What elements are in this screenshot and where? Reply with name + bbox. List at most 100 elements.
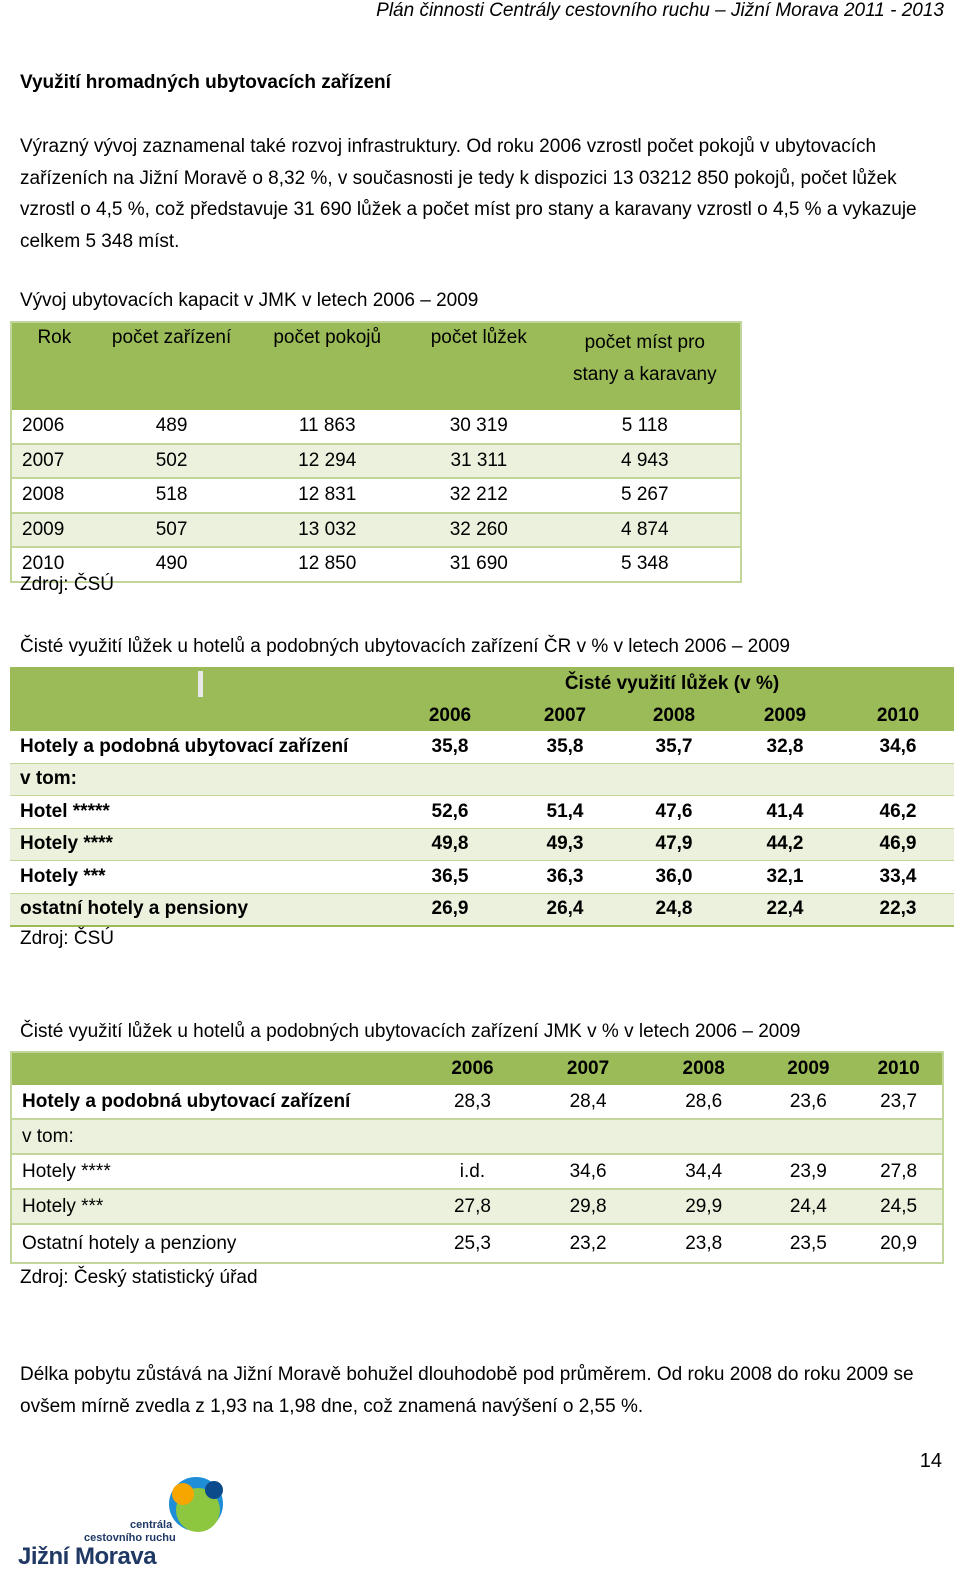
jmk-occupancy-table: 2006 2007 2008 2009 2010 Hotely a podobn…	[10, 1051, 944, 1264]
table-cell: 32 212	[407, 478, 550, 514]
table-cell: 46,2	[842, 795, 954, 829]
table-cell: 32,8	[728, 731, 842, 764]
table-cell	[855, 1119, 943, 1155]
table-cell: 11 863	[246, 410, 408, 445]
table-cell: 49,3	[510, 828, 620, 861]
logo-line3: Jižní Morava	[18, 1543, 157, 1570]
table-cell	[620, 763, 728, 796]
column-header: počet pokojů	[246, 322, 408, 410]
row-label: Hotely a podobná ubytovací zařízení	[10, 731, 390, 764]
table-row: Hotely a podobná ubytovací zařízení 35,8…	[10, 731, 954, 764]
table-cell: 22,3	[842, 893, 954, 927]
table-header-row: Rok počet zařízení počet pokojů počet lů…	[11, 322, 741, 410]
stay-length-paragraph: Délka pobytu zůstává na Jižní Moravě boh…	[20, 1364, 914, 1417]
table-cell	[728, 763, 842, 796]
table3-source: Zdroj: Český statistický úřad	[20, 1267, 258, 1288]
jizni-morava-logo: centrála cestovního ruchu Jižní Morava	[18, 1474, 233, 1574]
table-row: 2006 489 11 863 30 319 5 118	[11, 410, 741, 445]
table-cell: 30 319	[407, 410, 550, 445]
table-cell: 27,8	[855, 1154, 943, 1190]
table-cell	[645, 1119, 762, 1155]
row-label: ostatní hotely a pensiony	[10, 893, 390, 927]
group-header: Čisté využití lůžek (v %)	[390, 667, 954, 700]
table-cell	[390, 763, 510, 796]
table2-source: Zdroj: ČSÚ	[20, 928, 114, 949]
year-header: 2010	[855, 1052, 943, 1085]
table-cell: 28,6	[645, 1085, 762, 1120]
page-number: 14	[919, 1450, 942, 1472]
table-row: Hotely **** i.d. 34,6 34,4 23,9 27,8	[11, 1154, 943, 1190]
table-cell: 23,2	[530, 1224, 646, 1264]
table-row: v tom:	[11, 1119, 943, 1155]
year-header: 2006	[390, 700, 510, 731]
year-header: 2010	[842, 700, 954, 731]
column-header: Rok	[11, 322, 97, 410]
year-header: 2008	[645, 1052, 762, 1085]
row-label: Hotely ****	[11, 1154, 415, 1190]
table-cell: 23,6	[761, 1085, 856, 1120]
logo-line1: centrála	[130, 1519, 173, 1531]
table-row: ostatní hotely a pensiony 26,9 26,4 24,8…	[10, 893, 954, 927]
table-cell: 12 831	[246, 478, 408, 514]
table-cell: 28,4	[530, 1085, 646, 1120]
table-row: 2009 507 13 032 32 260 4 874	[11, 512, 741, 548]
table-cell: 5 267	[549, 478, 741, 514]
table-cell: 41,4	[728, 795, 842, 829]
table-row: Hotely a podobná ubytovací zařízení 28,3…	[11, 1085, 943, 1120]
table-cell: 2006	[11, 410, 97, 445]
table-cell: 25,3	[414, 1224, 531, 1264]
table-cell: 49,8	[390, 828, 510, 861]
year-header: 2009	[761, 1052, 856, 1085]
table-cell: 24,8	[620, 893, 728, 927]
table-cell: 2010	[11, 547, 97, 583]
table-cell: 32,1	[728, 860, 842, 894]
table-cell: 34,4	[645, 1154, 762, 1190]
table-cell: 28,3	[414, 1085, 531, 1120]
column-header: počet zařízení	[96, 322, 247, 410]
table-cell: 26,4	[510, 893, 620, 927]
table-cell: 23,7	[855, 1085, 943, 1120]
table-cell: 47,9	[620, 828, 728, 861]
column-header: počet míst pro stany a karavany	[549, 322, 741, 410]
table-group-header-row: Čisté využití lůžek (v %)	[10, 667, 954, 700]
table-cell: 34,6	[842, 731, 954, 764]
table-cell: 24,5	[855, 1189, 943, 1225]
table-cell: 35,8	[510, 731, 620, 764]
logo-line2: cestovního ruchu	[84, 1532, 176, 1544]
table-cell	[414, 1119, 531, 1155]
row-label: Hotely ****	[10, 828, 390, 861]
row-label: v tom:	[10, 763, 390, 796]
row-label: Hotely ***	[11, 1189, 415, 1225]
table-cell: 2007	[11, 443, 97, 479]
table2-caption: Čisté využití lůžek u hotelů a podobných…	[20, 636, 790, 657]
table-cell: 5 118	[549, 410, 741, 445]
table-cell: 33,4	[842, 860, 954, 894]
table-row: Hotely *** 27,8 29,8 29,9 24,4 24,5	[11, 1189, 943, 1225]
table-row: 2010 490 12 850 31 690 5 348	[11, 547, 741, 583]
empty-header-cell	[10, 700, 390, 731]
empty-header-cell	[10, 667, 390, 700]
table-cell: 5 348	[549, 547, 741, 583]
table-cell: 36,5	[390, 860, 510, 894]
table-row: 2007 502 12 294 31 311 4 943	[11, 443, 741, 479]
table-cell: 518	[96, 478, 247, 514]
table-row: v tom:	[10, 763, 954, 796]
table-cell: 12 850	[246, 547, 408, 583]
table1-source: Zdroj: ČSÚ	[20, 574, 114, 595]
table-cell: 12 294	[246, 443, 408, 479]
table-cell: 13 032	[246, 512, 408, 548]
row-label: Hotely ***	[10, 860, 390, 894]
table-cell: 36,3	[510, 860, 620, 894]
year-header: 2008	[620, 700, 728, 731]
table-cell	[530, 1119, 646, 1155]
table-cell: 35,8	[390, 731, 510, 764]
table-cell: 47,6	[620, 795, 728, 829]
table-row: 2008 518 12 831 32 212 5 267	[11, 478, 741, 514]
row-label: Hotel *****	[10, 795, 390, 829]
table-cell: 29,8	[530, 1189, 646, 1225]
table-year-header-row: 2006 2007 2008 2009 2010	[10, 700, 954, 731]
row-label: Ostatní hotely a penziony	[11, 1224, 415, 1264]
table-cell: 23,9	[761, 1154, 856, 1190]
year-header: 2007	[510, 700, 620, 731]
table-cell: 31 311	[407, 443, 550, 479]
